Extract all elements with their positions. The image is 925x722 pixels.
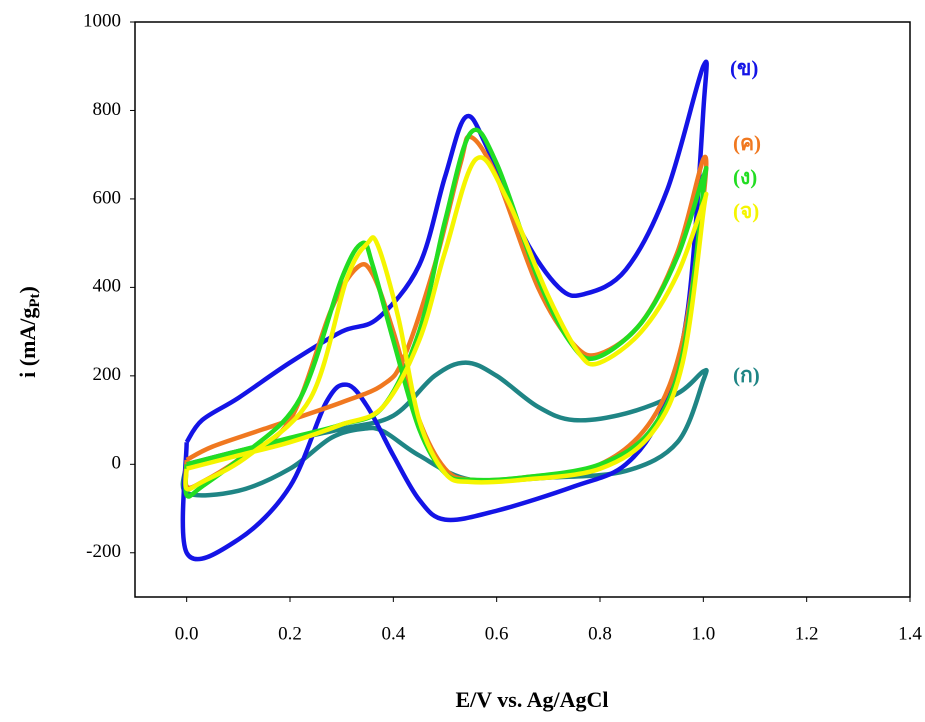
y-axis-label: i (mA/gPt): [15, 286, 43, 378]
cv-curve: [183, 134, 709, 491]
y-tick-label: 0: [112, 453, 122, 474]
y-tick-label: 200: [93, 364, 122, 385]
series-label: (ค): [733, 131, 761, 155]
series-label: (จ): [733, 199, 759, 223]
y-label-text: i (mA/g: [15, 308, 40, 378]
y-label-sub: Pt: [27, 293, 43, 307]
y-label-end: ): [15, 286, 40, 293]
series-label: (ข): [730, 56, 758, 80]
cv-curve: [183, 127, 709, 499]
x-tick-label: 0.6: [485, 623, 509, 644]
x-tick-label: 1.0: [691, 623, 715, 644]
y-tick-label: 800: [93, 99, 122, 120]
y-tick-label: 600: [93, 187, 122, 208]
x-tick-label: 1.2: [795, 623, 819, 644]
cv-curve: [180, 59, 709, 562]
cv-curve: [183, 155, 709, 492]
series-label: (ง): [733, 165, 757, 189]
y-tick-label: 1000: [83, 10, 121, 31]
x-tick-label: 0.8: [588, 623, 612, 644]
cv-curve: [180, 360, 709, 498]
plot-frame: [134, 21, 911, 598]
y-tick-label: 400: [93, 276, 122, 297]
x-axis-label: E/V vs. Ag/AgCl: [455, 687, 608, 712]
y-tick-label: -200: [86, 541, 121, 562]
x-tick-label: 0.2: [278, 623, 302, 644]
x-tick-label: 0.0: [175, 623, 199, 644]
x-tick-label: 1.4: [898, 623, 922, 644]
series-label: (ก): [733, 363, 760, 387]
x-tick-label: 0.4: [381, 623, 405, 644]
